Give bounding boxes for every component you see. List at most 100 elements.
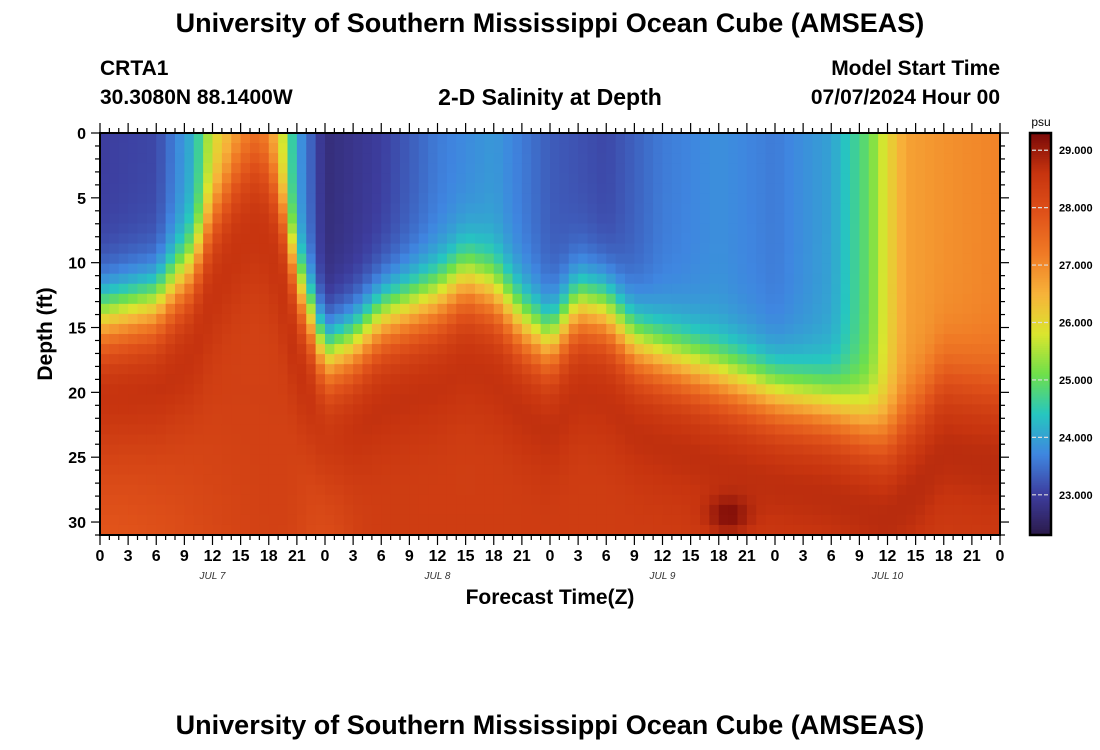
heatmap-cell (718, 514, 729, 526)
heatmap-cell (240, 344, 251, 355)
heatmap-cell (643, 163, 654, 174)
heatmap-cell (390, 163, 401, 174)
heatmap-cell (559, 414, 570, 426)
colorbar-step (1030, 279, 1051, 283)
heatmap-cell (175, 404, 185, 415)
heatmap-cell (578, 364, 589, 375)
heatmap-cell (728, 354, 739, 365)
heatmap-cell (390, 504, 401, 516)
heatmap-cell (371, 484, 382, 496)
heatmap-cell (334, 454, 345, 466)
heatmap-cell (896, 273, 907, 285)
heatmap-cell (943, 424, 954, 436)
heatmap-cell (268, 213, 279, 225)
heatmap-cell (550, 334, 560, 345)
heatmap-cell (146, 153, 157, 164)
heatmap-cell (896, 464, 907, 476)
heatmap-cell (193, 323, 204, 335)
heatmap-cell (118, 233, 129, 245)
heatmap-cell (559, 233, 570, 245)
heatmap-cell (296, 384, 307, 395)
heatmap-cell (521, 273, 532, 285)
heatmap-cell (512, 183, 523, 194)
heatmap-cell (812, 323, 823, 335)
heatmap-cell (765, 213, 776, 225)
heatmap-cell (231, 464, 242, 476)
heatmap-cell (662, 494, 673, 506)
heatmap-cell (175, 153, 185, 164)
heatmap-cell (484, 193, 495, 204)
heatmap-cell (681, 504, 692, 516)
heatmap-cell (868, 454, 879, 466)
heatmap-cell (859, 434, 870, 446)
colorbar-step (1030, 518, 1051, 522)
heatmap-cell (540, 504, 551, 516)
heatmap-cell (878, 384, 889, 395)
heatmap-cell (128, 364, 139, 375)
heatmap-cell (493, 424, 504, 436)
heatmap-cell (503, 404, 514, 415)
heatmap-cell (615, 233, 626, 245)
heatmap-cell (334, 173, 345, 184)
heatmap-cell (728, 293, 739, 305)
heatmap-cell (634, 173, 645, 184)
heatmap-cell (512, 303, 523, 315)
heatmap-cell (643, 384, 654, 395)
heatmap-cell (737, 404, 748, 415)
heatmap-cell (165, 223, 176, 235)
heatmap-cell (653, 494, 664, 506)
heatmap-cell (925, 414, 935, 426)
heatmap-cell (634, 384, 645, 395)
heatmap-cell (831, 404, 842, 415)
heatmap-cell (981, 474, 992, 486)
colorbar-step (1030, 512, 1051, 516)
heatmap-cell (784, 514, 795, 526)
heatmap-cell (456, 344, 467, 355)
heatmap-cell (521, 344, 532, 355)
heatmap-cell (334, 153, 345, 164)
heatmap-cell (109, 323, 120, 335)
heatmap-cell (700, 424, 710, 436)
heatmap-cell (278, 394, 289, 405)
colorbar-step (1030, 317, 1051, 321)
heatmap-cell (400, 143, 410, 154)
heatmap-cell (737, 494, 748, 506)
heatmap-cell (156, 323, 167, 335)
heatmap-cell (606, 163, 617, 174)
colorbar-step (1030, 456, 1051, 460)
heatmap-cell (943, 293, 954, 305)
heatmap-cell (446, 213, 457, 225)
heatmap-cell (906, 293, 917, 305)
heatmap-cell (550, 293, 560, 305)
heatmap-cell (418, 203, 429, 214)
heatmap-cell (746, 273, 757, 285)
heatmap-cell (493, 454, 504, 466)
heatmap-cell (268, 494, 279, 506)
heatmap-cell (728, 374, 739, 385)
heatmap-cell (887, 213, 898, 225)
heatmap-cell (137, 303, 148, 315)
heatmap-cell (643, 424, 654, 436)
heatmap-cell (315, 504, 326, 516)
heatmap-cell (193, 173, 204, 184)
heatmap-cell (334, 424, 345, 436)
heatmap-cell (306, 143, 317, 154)
heatmap-cell (306, 464, 317, 476)
heatmap-cell (212, 263, 223, 275)
heatmap-cell (896, 303, 907, 315)
heatmap-cell (700, 313, 710, 325)
heatmap-cell (596, 283, 607, 295)
heatmap-cell (315, 514, 326, 526)
heatmap-cell (503, 504, 514, 516)
heatmap-cell (962, 253, 973, 265)
heatmap-cell (943, 253, 954, 265)
heatmap-cell (971, 273, 982, 285)
heatmap-cell (437, 313, 448, 325)
heatmap-cell (962, 303, 973, 315)
heatmap-cell (700, 334, 710, 345)
heatmap-cell (353, 514, 364, 526)
heatmap-cell (990, 293, 1001, 305)
heatmap-cell (325, 153, 335, 164)
y-axis-label: Depth (ft) (34, 287, 57, 380)
heatmap-cell (700, 273, 710, 285)
